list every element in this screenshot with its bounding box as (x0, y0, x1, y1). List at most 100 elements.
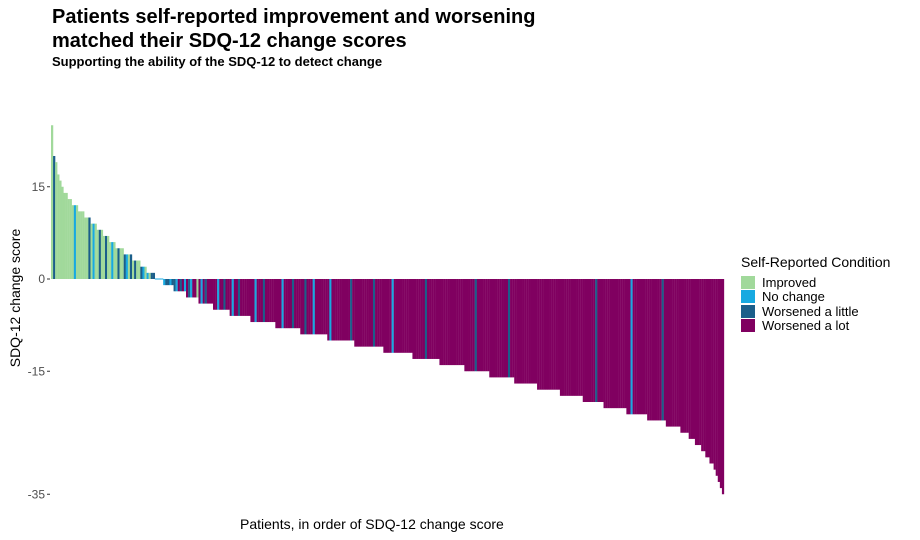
bar-patient-71 (196, 279, 199, 298)
legend-swatch (741, 319, 755, 333)
bar-patient-82 (219, 279, 222, 310)
legend: Self-Reported Condition Improved No chang… (741, 254, 890, 333)
bar-patient-14 (78, 211, 81, 279)
legend-label: Improved (762, 274, 817, 290)
bar-patient-322 (717, 279, 720, 482)
bar-patient-178 (418, 279, 421, 359)
bar-patient-133 (325, 279, 328, 335)
bar-patient-150 (360, 279, 363, 347)
bar-patient-21 (92, 223, 95, 279)
bar-patient-300 (672, 279, 675, 427)
bar-patient-95 (246, 279, 249, 316)
bar-patient-145 (350, 279, 353, 341)
bar-patient-88 (231, 279, 234, 316)
bar-patient-266 (601, 279, 604, 402)
bar-patient-290 (651, 279, 654, 421)
bar-patient-70 (194, 279, 197, 298)
bar-patient-185 (433, 279, 436, 359)
legend-item-worsened-a-lot: Worsened a lot (741, 318, 890, 334)
y-tick-label: -15 (28, 364, 46, 378)
bar-patient-210 (485, 279, 488, 372)
bar-patient-125 (308, 279, 311, 335)
bar-patient-175 (412, 279, 415, 359)
bar-patient-81 (217, 279, 220, 310)
legend-label: Worsened a little (762, 303, 859, 319)
bar-patient-84 (223, 279, 226, 310)
bar-patient-114 (285, 279, 288, 329)
bar-patient-255 (578, 279, 581, 396)
bar-patient-17 (84, 217, 87, 279)
bar-patient-158 (377, 279, 380, 347)
bar-patient-253 (574, 279, 577, 396)
bar-patient-56 (165, 279, 168, 286)
bar-patient-141 (341, 279, 345, 341)
bar-patient-213 (491, 279, 494, 378)
bar-patient-120 (298, 279, 301, 329)
bar-patient-204 (472, 279, 475, 372)
bar-patient-123 (304, 279, 307, 335)
bar-patient-241 (549, 279, 552, 390)
bar-patient-189 (441, 279, 444, 366)
bar-patient-278 (626, 279, 629, 415)
bar-patient-80 (215, 279, 218, 310)
bar-patient-79 (213, 279, 216, 310)
bar-patient-8 (65, 192, 68, 279)
bar-patient-40 (132, 260, 135, 279)
bar-patient-180 (422, 279, 426, 359)
bar-patient-37 (125, 254, 129, 279)
bar-patient-152 (364, 279, 367, 347)
bar-patient-186 (435, 279, 438, 359)
bar-patient-63 (179, 279, 183, 292)
bar-patient-311 (694, 279, 698, 446)
bar-patient-310 (692, 279, 696, 439)
bar-patient-301 (674, 279, 677, 427)
y-tick-label: 0 (38, 272, 45, 286)
legend-label: Worsened a lot (762, 318, 850, 334)
bar-patient-10 (69, 199, 72, 279)
bar-patient-64 (181, 279, 185, 292)
bar-patient-154 (368, 279, 372, 347)
legend-title: Self-Reported Condition (741, 254, 891, 270)
bar-patient-156 (372, 279, 376, 347)
bar-patient-5 (59, 180, 62, 279)
bar-patient-74 (202, 279, 205, 304)
bar-patient-149 (358, 279, 361, 347)
bar-patient-234 (534, 279, 538, 384)
bar-patient-86 (227, 279, 230, 310)
bar-patient-6 (61, 186, 64, 279)
bar-patient-291 (653, 279, 656, 421)
y-axis-ticks: 15 0 -15 -35 (28, 180, 50, 501)
bar-patient-294 (659, 279, 662, 421)
bar-patient-49 (150, 272, 153, 279)
bar-patient-285 (640, 279, 644, 415)
bar-patient-197 (458, 279, 461, 366)
bar-patient-108 (273, 279, 276, 323)
bar-patient-116 (289, 279, 293, 329)
bar-patient-94 (244, 279, 247, 316)
bar-patient-151 (362, 279, 365, 347)
bar-patient-306 (684, 279, 687, 433)
bar-patient-274 (618, 279, 621, 409)
bar-patient-26 (102, 235, 106, 279)
bar-patient-53 (159, 278, 162, 280)
bar-patient-229 (524, 279, 527, 384)
bar-patient-127 (312, 279, 315, 335)
bar-patient-293 (657, 279, 660, 421)
bar-patient-42 (136, 260, 139, 279)
bar-patient-211 (487, 279, 490, 372)
bar-patient-249 (566, 279, 569, 396)
bar-patient-164 (389, 279, 392, 353)
bar-patient-15 (80, 211, 83, 279)
bar-patient-242 (551, 279, 554, 390)
bar-patient-260 (588, 279, 592, 402)
bar-patient-85 (225, 279, 228, 310)
bar-patient-250 (568, 279, 571, 396)
bar-patient-12 (73, 205, 77, 279)
bar-patient-195 (453, 279, 457, 366)
chart-subtitle: Supporting the ability of the SDQ-12 to … (52, 54, 383, 69)
bar-patient-317 (707, 279, 710, 458)
bar-patient-193 (449, 279, 453, 366)
bar-patient-321 (715, 279, 718, 476)
